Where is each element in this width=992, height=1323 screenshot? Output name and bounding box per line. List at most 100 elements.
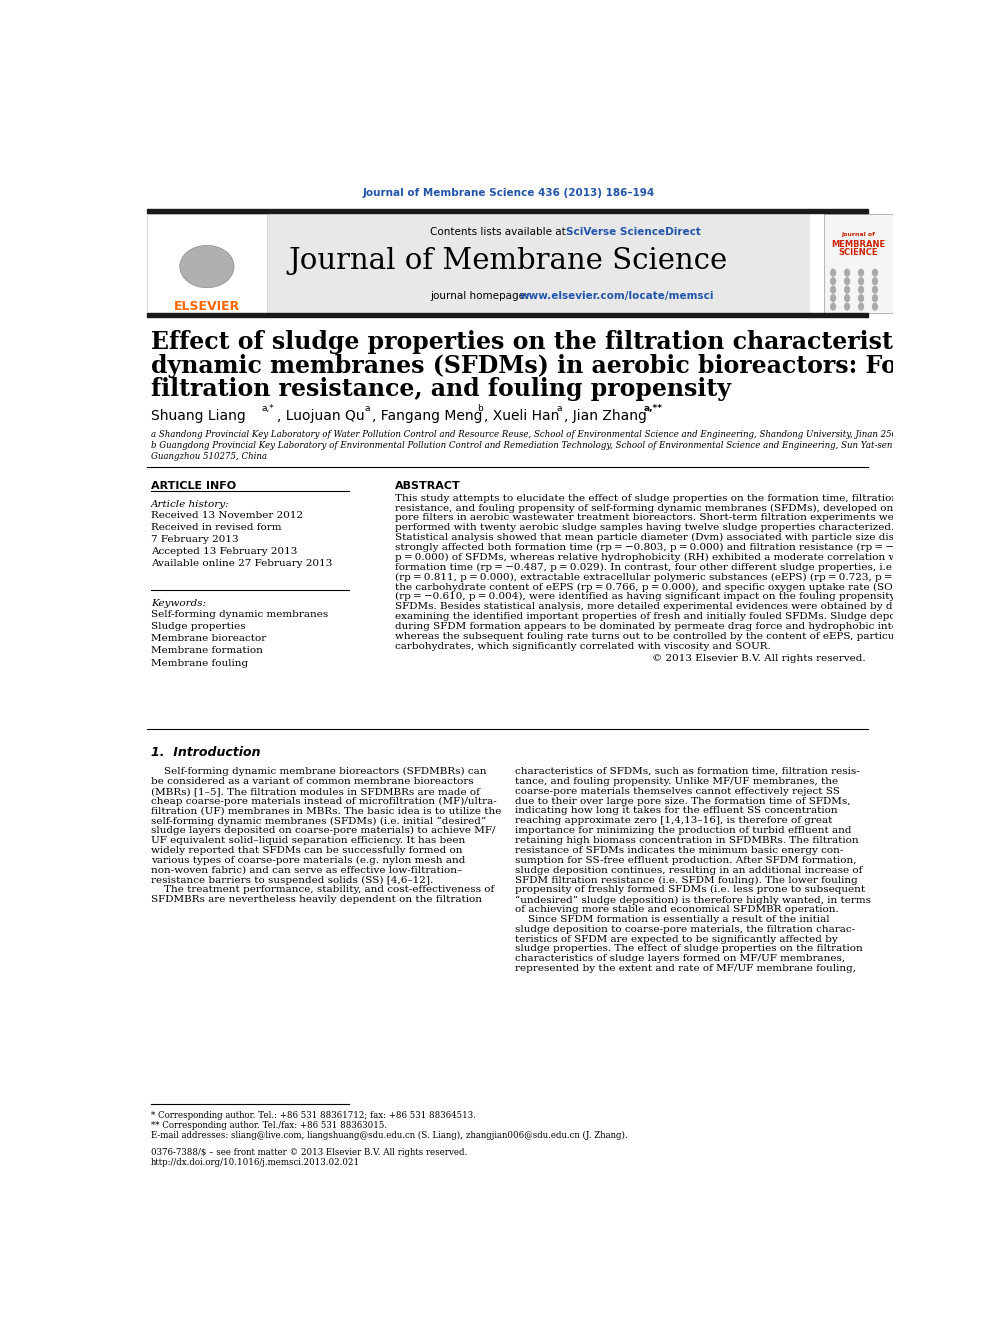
- Text: filtration (UF) membranes in MBRs. The basic idea is to utilize the: filtration (UF) membranes in MBRs. The b…: [151, 807, 502, 815]
- Text: SFDMBRs are nevertheless heavily dependent on the filtration: SFDMBRs are nevertheless heavily depende…: [151, 896, 482, 904]
- Circle shape: [844, 294, 850, 302]
- Text: propensity of freshly formed SFDMs (i.e. less prone to subsequent: propensity of freshly formed SFDMs (i.e.…: [516, 885, 865, 894]
- Bar: [147, 312, 868, 316]
- Circle shape: [872, 286, 878, 294]
- Text: (MBRs) [1–5]. The filtration modules in SFDMBRs are made of: (MBRs) [1–5]. The filtration modules in …: [151, 787, 480, 795]
- Text: a: a: [364, 405, 370, 413]
- Text: resistance, and fouling propensity of self-forming dynamic membranes (SFDMs), de: resistance, and fouling propensity of se…: [395, 504, 934, 513]
- Circle shape: [830, 294, 836, 302]
- Text: “undesired” sludge deposition) is therefore highly wanted, in terms: “undesired” sludge deposition) is theref…: [516, 896, 871, 905]
- Bar: [147, 214, 268, 312]
- Text: Keywords:: Keywords:: [151, 599, 206, 609]
- Text: sludge properties. The effect of sludge properties on the filtration: sludge properties. The effect of sludge …: [516, 945, 863, 954]
- Text: Contents lists available at: Contents lists available at: [431, 226, 569, 237]
- Text: a Shandong Provincial Key Laboratory of Water Pollution Control and Resource Reu: a Shandong Provincial Key Laboratory of …: [151, 430, 944, 439]
- Text: represented by the extent and rate of MF/UF membrane fouling,: represented by the extent and rate of MF…: [516, 964, 856, 974]
- Text: Journal of Membrane Science: Journal of Membrane Science: [289, 247, 728, 275]
- Text: importance for minimizing the production of turbid effluent and: importance for minimizing the production…: [516, 826, 852, 835]
- Circle shape: [830, 303, 836, 311]
- Text: , Fangang Meng: , Fangang Meng: [372, 409, 482, 423]
- Text: resistance of SFDMs indicates the minimum basic energy con-: resistance of SFDMs indicates the minimu…: [516, 845, 844, 855]
- Text: Since SFDM formation is essentially a result of the initial: Since SFDM formation is essentially a re…: [516, 916, 830, 923]
- Text: sludge deposition to coarse-pore materials, the filtration charac-: sludge deposition to coarse-pore materia…: [516, 925, 855, 934]
- Text: dynamic membranes (SFDMs) in aerobic bioreactors: Formation time,: dynamic membranes (SFDMs) in aerobic bio…: [151, 353, 992, 377]
- Text: SFDM filtration resistance (i.e. SFDM fouling). The lower fouling: SFDM filtration resistance (i.e. SFDM fo…: [516, 876, 858, 885]
- Circle shape: [858, 303, 864, 311]
- Circle shape: [844, 277, 850, 286]
- Text: various types of coarse-pore materials (e.g. nylon mesh and: various types of coarse-pore materials (…: [151, 856, 465, 865]
- Bar: [147, 209, 868, 213]
- Circle shape: [830, 269, 836, 277]
- Text: p = 0.000) of SFDMs, whereas relative hydrophobicity (RH) exhibited a moderate c: p = 0.000) of SFDMs, whereas relative hy…: [395, 553, 948, 562]
- Text: retaining high biomass concentration in SFDMBRs. The filtration: retaining high biomass concentration in …: [516, 836, 859, 845]
- Text: Received 13 November 2012
Received in revised form
7 February 2013
Accepted 13 F: Received 13 November 2012 Received in re…: [151, 511, 332, 569]
- Text: formation time (rp = −0.487, p = 0.029). In contrast, four other different sludg: formation time (rp = −0.487, p = 0.029).…: [395, 562, 944, 572]
- Text: b: b: [476, 405, 482, 413]
- Text: 1.  Introduction: 1. Introduction: [151, 745, 261, 758]
- Text: tance, and fouling propensity. Unlike MF/UF membranes, the: tance, and fouling propensity. Unlike MF…: [516, 777, 838, 786]
- Text: coarse-pore materials themselves cannot effectively reject SS: coarse-pore materials themselves cannot …: [516, 787, 840, 795]
- Text: SCIENCE: SCIENCE: [838, 249, 878, 257]
- Text: journal homepage:: journal homepage:: [431, 291, 532, 302]
- Circle shape: [872, 277, 878, 286]
- Text: E-mail addresses: sliang@live.com, liangshuang@sdu.edu.cn (S. Liang), zhangjian0: E-mail addresses: sliang@live.com, liang…: [151, 1131, 628, 1140]
- Text: © 2013 Elsevier B.V. All rights reserved.: © 2013 Elsevier B.V. All rights reserved…: [652, 655, 866, 664]
- Text: Self-forming dynamic membranes
Sludge properties
Membrane bioreactor
Membrane fo: Self-forming dynamic membranes Sludge pr…: [151, 610, 328, 668]
- Circle shape: [858, 286, 864, 294]
- Text: a: a: [557, 405, 561, 413]
- Circle shape: [872, 269, 878, 277]
- Text: , Luojuan Qu: , Luojuan Qu: [277, 409, 364, 423]
- Text: reaching approximate zero [1,4,13–16], is therefore of great: reaching approximate zero [1,4,13–16], i…: [516, 816, 832, 826]
- Text: Effect of sludge properties on the filtration characteristics of self-forming: Effect of sludge properties on the filtr…: [151, 329, 992, 353]
- Text: Article history:: Article history:: [151, 500, 230, 509]
- Ellipse shape: [180, 245, 234, 287]
- Text: examining the identified important properties of fresh and initially fouled SFDM: examining the identified important prope…: [395, 613, 925, 620]
- Text: Journal of Membrane Science 436 (2013) 186–194: Journal of Membrane Science 436 (2013) 1…: [362, 188, 655, 198]
- Text: pore filters in aerobic wastewater treatment bioreactors. Short-term filtration : pore filters in aerobic wastewater treat…: [395, 513, 905, 523]
- Text: Self-forming dynamic membrane bioreactors (SFDMBRs) can: Self-forming dynamic membrane bioreactor…: [151, 767, 487, 777]
- Text: strongly affected both formation time (rp = −0.803, p = 0.000) and filtration re: strongly affected both formation time (r…: [395, 542, 928, 552]
- Text: ARTICLE INFO: ARTICLE INFO: [151, 480, 236, 491]
- Text: Statistical analysis showed that mean particle diameter (Dvm) associated with pa: Statistical analysis showed that mean pa…: [395, 533, 940, 542]
- Text: http://dx.doi.org/10.1016/j.memsci.2013.02.021: http://dx.doi.org/10.1016/j.memsci.2013.…: [151, 1158, 360, 1167]
- Text: characteristics of SFDMs, such as formation time, filtration resis-: characteristics of SFDMs, such as format…: [516, 767, 860, 777]
- Text: , Jian Zhang: , Jian Zhang: [564, 409, 647, 423]
- Circle shape: [830, 286, 836, 294]
- Text: the carbohydrate content of eEPS (rp = 0.766, p = 0.000), and specific oxygen up: the carbohydrate content of eEPS (rp = 0…: [395, 582, 914, 591]
- Text: UF equivalent solid–liquid separation efficiency. It has been: UF equivalent solid–liquid separation ef…: [151, 836, 465, 845]
- Text: (rp = 0.811, p = 0.000), extractable extracellular polymeric substances (eEPS) (: (rp = 0.811, p = 0.000), extractable ext…: [395, 573, 932, 582]
- Text: The treatment performance, stability, and cost-effectiveness of: The treatment performance, stability, an…: [151, 885, 494, 894]
- Text: characteristics of sludge layers formed on MF/UF membranes,: characteristics of sludge layers formed …: [516, 954, 845, 963]
- Bar: [268, 213, 809, 312]
- Text: * Corresponding author. Tel.: +86 531 88361712; fax: +86 531 88364513.: * Corresponding author. Tel.: +86 531 88…: [151, 1111, 476, 1121]
- Text: cheap coarse-pore materials instead of microfiltration (MF)/ultra-: cheap coarse-pore materials instead of m…: [151, 796, 497, 806]
- Text: filtration resistance, and fouling propensity: filtration resistance, and fouling prope…: [151, 377, 731, 401]
- Text: carbohydrates, which significantly correlated with viscosity and SOUR.: carbohydrates, which significantly corre…: [395, 642, 771, 651]
- Circle shape: [872, 303, 878, 311]
- Text: MEMBRANE: MEMBRANE: [831, 239, 885, 249]
- Text: ABSTRACT: ABSTRACT: [395, 480, 461, 491]
- Text: 0376-7388/$ – see front matter © 2013 Elsevier B.V. All rights reserved.: 0376-7388/$ – see front matter © 2013 El…: [151, 1148, 467, 1158]
- Circle shape: [844, 269, 850, 277]
- Text: sludge layers deposited on coarse-pore materials) to achieve MF/: sludge layers deposited on coarse-pore m…: [151, 826, 496, 835]
- Text: widely reported that SFDMs can be successfully formed on: widely reported that SFDMs can be succes…: [151, 845, 462, 855]
- Text: b Guangdong Provincial Key Laboratory of Environmental Pollution Control and Rem: b Guangdong Provincial Key Laboratory of…: [151, 442, 942, 462]
- Text: ** Corresponding author. Tel./fax: +86 531 88363015.: ** Corresponding author. Tel./fax: +86 5…: [151, 1122, 387, 1130]
- Bar: [823, 214, 893, 312]
- Text: This study attempts to elucidate the effect of sludge properties on the formatio: This study attempts to elucidate the eff…: [395, 493, 899, 503]
- Text: www.elsevier.com/locate/memsci: www.elsevier.com/locate/memsci: [519, 291, 714, 302]
- Text: a,**: a,**: [643, 405, 663, 413]
- Text: sludge deposition continues, resulting in an additional increase of: sludge deposition continues, resulting i…: [516, 865, 863, 875]
- Text: performed with twenty aerobic sludge samples having twelve sludge properties cha: performed with twenty aerobic sludge sam…: [395, 524, 895, 532]
- Circle shape: [830, 277, 836, 286]
- Text: (rp = −0.610, p = 0.004), were identified as having significant impact on the fo: (rp = −0.610, p = 0.004), were identifie…: [395, 593, 939, 602]
- Circle shape: [844, 286, 850, 294]
- Text: resistance barriers to suspended solids (SS) [4,6–12].: resistance barriers to suspended solids …: [151, 876, 434, 885]
- Text: SciVerse ScienceDirect: SciVerse ScienceDirect: [565, 226, 700, 237]
- Text: self-forming dynamic membranes (SFDMs) (i.e. initial “desired”: self-forming dynamic membranes (SFDMs) (…: [151, 816, 486, 826]
- Text: indicating how long it takes for the effluent SS concentration: indicating how long it takes for the eff…: [516, 807, 838, 815]
- Text: SFDMs. Besides statistical analysis, more detailed experimental evidences were o: SFDMs. Besides statistical analysis, mor…: [395, 602, 927, 611]
- Text: be considered as a variant of common membrane bioreactors: be considered as a variant of common mem…: [151, 777, 474, 786]
- Circle shape: [858, 269, 864, 277]
- Circle shape: [844, 303, 850, 311]
